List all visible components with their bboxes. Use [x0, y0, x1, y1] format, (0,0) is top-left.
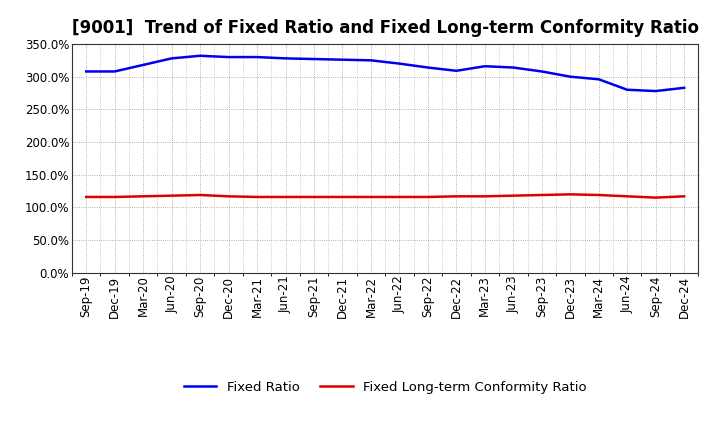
- Fixed Long-term Conformity Ratio: [110, 194, 119, 200]
- Fixed Long-term Conformity Ratio: [395, 194, 404, 200]
- Fixed Ratio: [566, 74, 575, 79]
- Fixed Long-term Conformity Ratio: [623, 194, 631, 199]
- Fixed Ratio: [196, 53, 204, 59]
- Fixed Long-term Conformity Ratio: [366, 194, 375, 200]
- Fixed Ratio: [595, 77, 603, 82]
- Fixed Long-term Conformity Ratio: [509, 193, 518, 198]
- Fixed Ratio: [82, 69, 91, 74]
- Fixed Long-term Conformity Ratio: [167, 193, 176, 198]
- Fixed Long-term Conformity Ratio: [680, 194, 688, 199]
- Fixed Long-term Conformity Ratio: [196, 192, 204, 198]
- Fixed Long-term Conformity Ratio: [423, 194, 432, 200]
- Fixed Ratio: [338, 57, 347, 62]
- Fixed Long-term Conformity Ratio: [452, 194, 461, 199]
- Fixed Long-term Conformity Ratio: [282, 194, 290, 200]
- Fixed Ratio: [310, 56, 318, 62]
- Fixed Long-term Conformity Ratio: [253, 194, 261, 200]
- Fixed Ratio: [282, 56, 290, 61]
- Fixed Ratio: [366, 58, 375, 63]
- Fixed Ratio: [652, 88, 660, 94]
- Fixed Ratio: [509, 65, 518, 70]
- Fixed Long-term Conformity Ratio: [310, 194, 318, 200]
- Legend: Fixed Ratio, Fixed Long-term Conformity Ratio: Fixed Ratio, Fixed Long-term Conformity …: [179, 375, 592, 399]
- Fixed Long-term Conformity Ratio: [566, 192, 575, 197]
- Fixed Ratio: [110, 69, 119, 74]
- Fixed Ratio: [623, 87, 631, 92]
- Fixed Ratio: [480, 64, 489, 69]
- Fixed Long-term Conformity Ratio: [225, 194, 233, 199]
- Fixed Long-term Conformity Ratio: [82, 194, 91, 200]
- Fixed Long-term Conformity Ratio: [652, 195, 660, 200]
- Fixed Ratio: [537, 69, 546, 74]
- Fixed Long-term Conformity Ratio: [480, 194, 489, 199]
- Fixed Ratio: [167, 56, 176, 61]
- Fixed Ratio: [225, 55, 233, 60]
- Fixed Ratio: [680, 85, 688, 91]
- Title: [9001]  Trend of Fixed Ratio and Fixed Long-term Conformity Ratio: [9001] Trend of Fixed Ratio and Fixed Lo…: [72, 19, 698, 37]
- Fixed Ratio: [452, 68, 461, 73]
- Fixed Ratio: [139, 62, 148, 68]
- Fixed Long-term Conformity Ratio: [139, 194, 148, 199]
- Fixed Ratio: [253, 55, 261, 60]
- Fixed Ratio: [395, 61, 404, 66]
- Line: Fixed Ratio: Fixed Ratio: [86, 56, 684, 91]
- Fixed Long-term Conformity Ratio: [595, 192, 603, 198]
- Fixed Long-term Conformity Ratio: [537, 192, 546, 198]
- Line: Fixed Long-term Conformity Ratio: Fixed Long-term Conformity Ratio: [86, 194, 684, 198]
- Fixed Long-term Conformity Ratio: [338, 194, 347, 200]
- Fixed Ratio: [423, 65, 432, 70]
